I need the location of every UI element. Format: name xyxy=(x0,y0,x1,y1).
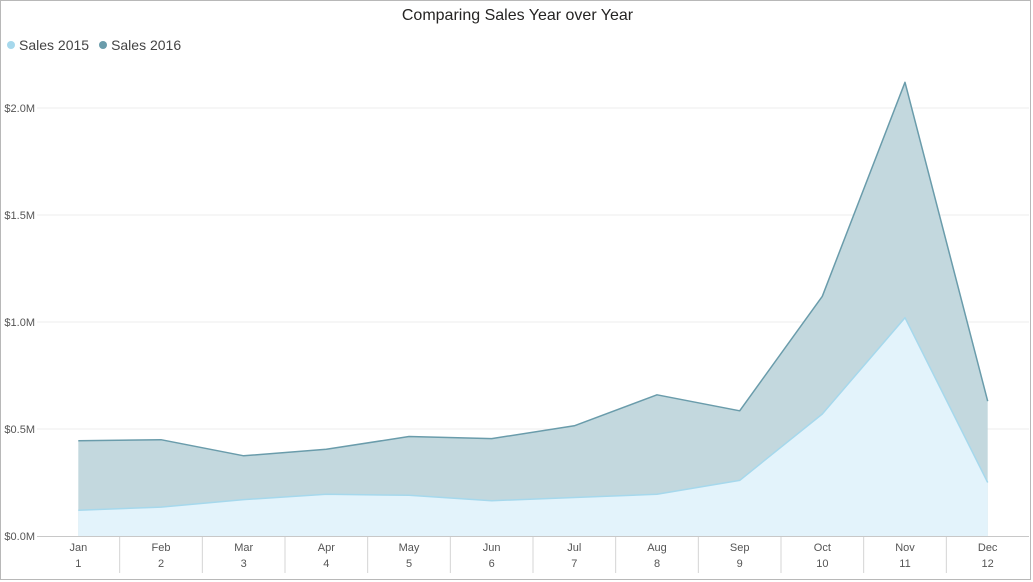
legend-label-sales-2015: Sales 2015 xyxy=(19,37,90,53)
legend-label-sales-2016: Sales 2016 xyxy=(111,37,182,53)
x-tick-label-number: 5 xyxy=(406,558,412,570)
y-tick-label: $0.5M xyxy=(4,424,35,436)
x-tick-label-number: 6 xyxy=(489,558,495,570)
x-tick-label-month: Dec xyxy=(978,542,998,554)
legend-item-sales-2015[interactable]: Sales 2015 xyxy=(7,37,89,53)
legend-marker-sales-2016 xyxy=(99,41,108,49)
x-tick-label-number: 4 xyxy=(323,558,329,570)
x-tick-label-month: Sep xyxy=(730,542,750,554)
x-tick-label-number: 3 xyxy=(241,558,247,570)
x-tick-label-number: 10 xyxy=(816,558,828,570)
x-tick-label-number: 2 xyxy=(158,558,164,570)
legend-item-sales-2016[interactable]: Sales 2016 xyxy=(99,37,181,53)
x-tick-label-number: 11 xyxy=(899,558,910,570)
x-tick-label-number: 7 xyxy=(571,558,577,570)
x-tick-label-number: 12 xyxy=(982,558,994,570)
y-tick-label: $2.0M xyxy=(4,103,35,115)
legend-marker-sales-2015 xyxy=(7,41,15,49)
x-tick-label-month: Jul xyxy=(567,542,581,554)
x-tick-label-month: Aug xyxy=(647,542,667,554)
x-tick-label-month: Apr xyxy=(318,542,335,554)
line-sales-2015 xyxy=(78,316,989,512)
x-tick-label-month: May xyxy=(399,542,420,554)
x-tick-label-month: Mar xyxy=(234,542,253,554)
y-tick-label: $0.0M xyxy=(4,531,35,543)
y-tick-label: $1.5M xyxy=(4,210,35,222)
x-tick-label-month: Jun xyxy=(483,542,501,554)
y-tick-label: $1.0M xyxy=(4,317,35,329)
legend: Sales 2015 Sales 2016 xyxy=(7,37,181,53)
area-sales-2015 xyxy=(78,317,988,536)
x-tick-label-month: Feb xyxy=(152,542,171,554)
line-sales-2016 xyxy=(78,81,989,457)
area-sales-2016 xyxy=(78,82,988,537)
x-tick-label-month: Jan xyxy=(69,542,87,554)
chart-title: Comparing Sales Year over Year xyxy=(401,7,634,24)
x-tick-label-month: Nov xyxy=(895,542,915,554)
x-tick-label-number: 8 xyxy=(654,558,660,570)
x-tick-label-number: 1 xyxy=(75,558,81,570)
x-tick-label-number: 9 xyxy=(737,558,743,570)
x-tick-label-month: Oct xyxy=(814,542,831,554)
